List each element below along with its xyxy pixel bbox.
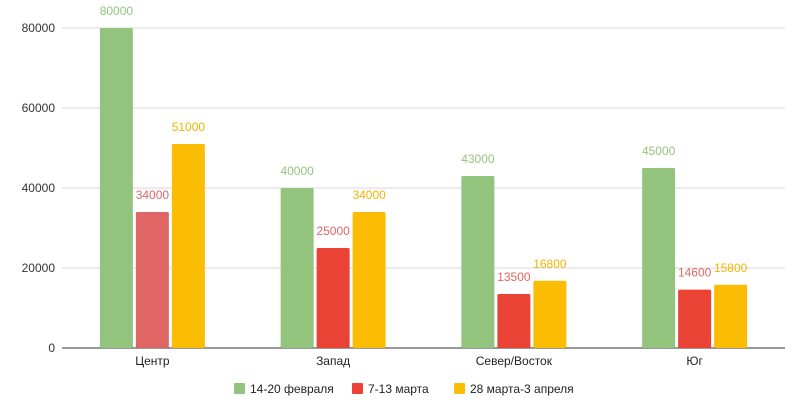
bar: [497, 294, 531, 348]
legend-swatch: [234, 383, 245, 394]
bar: [461, 176, 495, 348]
legend-label: 14-20 февраля: [250, 382, 334, 396]
data-label: 40000: [280, 164, 314, 178]
data-label: 25000: [316, 224, 350, 238]
data-label: 15800: [714, 261, 748, 275]
bar: [533, 280, 567, 348]
y-tick-label: 0: [48, 341, 55, 355]
bar: [714, 284, 748, 348]
data-label: 34000: [136, 188, 170, 202]
data-label: 34000: [352, 188, 386, 202]
y-tick-label: 80000: [22, 21, 56, 35]
bar: [642, 168, 676, 348]
bar: [171, 144, 205, 348]
y-axis: 0 20000 40000 60000 80000: [22, 21, 56, 355]
x-tick-label: Запад: [316, 354, 350, 368]
bar: [99, 28, 133, 348]
legend: 14-20 февраля 7-13 марта 28 марта-3 апреля: [234, 382, 574, 396]
x-tick-label: Север/Восток: [476, 354, 553, 368]
data-label: 45000: [642, 144, 676, 158]
legend-swatch: [454, 383, 465, 394]
bar: [135, 212, 169, 348]
bar: [316, 248, 350, 348]
data-label: 13500: [497, 270, 531, 284]
data-label: 80000: [100, 4, 134, 18]
x-tick-label: Юг: [686, 354, 703, 368]
bar: [280, 188, 314, 348]
y-tick-label: 60000: [22, 101, 56, 115]
legend-swatch: [352, 383, 363, 394]
legend-label: 28 марта-3 апреля: [470, 382, 574, 396]
gridlines: [62, 27, 785, 349]
data-label: 51000: [172, 120, 206, 134]
data-label: 14600: [678, 266, 712, 280]
bar: [352, 212, 386, 348]
bar: [678, 289, 712, 348]
data-label: 16800: [533, 257, 567, 271]
bars: [99, 28, 748, 348]
y-tick-label: 40000: [22, 181, 56, 195]
x-tick-label: Центр: [135, 354, 170, 368]
x-axis: Центр Запад Север/Восток Юг: [135, 354, 703, 368]
data-label: 43000: [461, 152, 495, 166]
legend-label: 7-13 марта: [368, 382, 429, 396]
y-tick-label: 20000: [22, 261, 56, 275]
data-labels: 80000 34000 51000 40000 25000 34000 43000 13500…: [100, 4, 748, 284]
